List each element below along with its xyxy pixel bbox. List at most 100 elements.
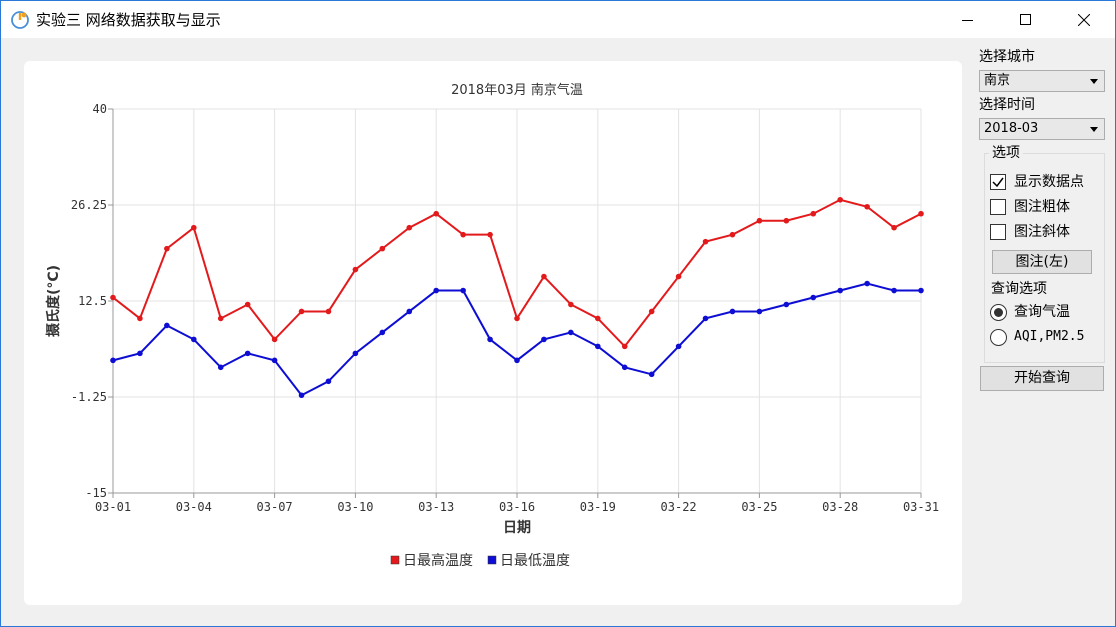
time-label: 选择时间 <box>979 97 1035 113</box>
data-point <box>837 196 843 203</box>
x-tick-label: 03-10 <box>337 500 373 514</box>
city-label: 选择城市 <box>979 49 1035 65</box>
legend-bold-label: 图注粗体 <box>1014 199 1070 215</box>
data-point <box>810 210 817 217</box>
x-tick-label: 03-22 <box>661 500 697 514</box>
show-points-label: 显示数据点 <box>1014 174 1084 190</box>
data-point <box>298 392 305 399</box>
data-point <box>191 224 197 231</box>
chevron-down-icon <box>1090 79 1098 84</box>
data-point <box>379 245 386 252</box>
data-point <box>541 273 547 280</box>
data-point <box>352 266 359 273</box>
window-title: 实验三 网络数据获取与显示 <box>36 11 221 29</box>
close-button[interactable] <box>1061 1 1107 38</box>
app-icon <box>11 11 29 29</box>
data-point <box>460 231 466 238</box>
y-tick-label: 26.25 <box>71 198 107 212</box>
legend-label-2: 日最低温度 <box>500 553 570 569</box>
x-tick-label: 03-01 <box>95 500 131 514</box>
data-point <box>379 329 386 336</box>
time-select-value: 2018-03 <box>984 121 1039 136</box>
data-point <box>487 231 493 238</box>
x-tick-label: 03-04 <box>176 500 212 514</box>
data-point <box>514 315 520 322</box>
data-point <box>783 301 790 308</box>
data-point <box>460 287 466 294</box>
x-tick-label: 03-31 <box>903 500 939 514</box>
data-point <box>648 371 655 378</box>
x-tick-label: 03-25 <box>741 500 777 514</box>
minimize-button[interactable] <box>945 1 991 38</box>
x-axis-label: 日期 <box>503 520 531 536</box>
data-point <box>568 301 574 308</box>
data-point <box>541 336 547 343</box>
options-group-title: 选项 <box>989 145 1023 161</box>
data-point <box>568 329 574 336</box>
chevron-down-icon <box>1090 127 1098 132</box>
y-tick-label: 12.5 <box>78 294 107 308</box>
data-point <box>595 343 601 350</box>
options-groupbox <box>984 153 1105 363</box>
title-bar[interactable]: 实验三 网络数据获取与显示 <box>1 1 1115 38</box>
data-point <box>756 308 763 315</box>
x-tick-label: 03-16 <box>499 500 535 514</box>
chart-title: 2018年03月 南京气温 <box>451 82 583 98</box>
radio-selected-dot <box>994 308 1003 317</box>
data-point <box>352 350 359 357</box>
legend-position-button[interactable]: 图注(左) <box>992 250 1092 274</box>
legend-marker-1 <box>390 555 400 565</box>
y-tick-label: -15 <box>85 486 107 500</box>
data-point <box>595 315 601 322</box>
data-point <box>702 315 709 322</box>
data-point <box>864 203 870 210</box>
y-axis-label: 摄氏度(°C) <box>45 265 62 337</box>
maximize-button[interactable] <box>1003 1 1049 38</box>
x-tick-label: 03-13 <box>418 500 454 514</box>
data-point <box>244 350 251 357</box>
data-point <box>433 287 440 294</box>
start-query-button[interactable]: 开始查询 <box>980 366 1104 391</box>
data-point <box>217 315 224 322</box>
maximize-icon <box>1020 13 1031 25</box>
query-aqi-label: AQI,PM2.5 <box>1014 329 1085 344</box>
data-point <box>810 294 817 301</box>
data-point <box>918 210 924 217</box>
data-point <box>514 357 520 364</box>
legend-italic-checkbox[interactable] <box>990 224 1006 240</box>
query-temp-label: 查询气温 <box>1014 304 1070 320</box>
data-point <box>164 322 170 329</box>
data-point <box>110 294 116 301</box>
x-tick-label: 03-19 <box>580 500 616 514</box>
data-point <box>110 357 116 364</box>
data-point <box>137 315 143 322</box>
legend-italic-label: 图注斜体 <box>1014 224 1070 240</box>
checkmark-icon <box>992 177 1004 188</box>
data-point <box>837 287 843 294</box>
query-temp-radio[interactable] <box>990 304 1007 321</box>
show-points-checkbox[interactable] <box>990 174 1006 190</box>
data-point <box>406 308 413 315</box>
city-select-value: 南京 <box>984 73 1011 88</box>
data-point <box>325 308 332 315</box>
data-point <box>325 378 332 385</box>
city-select[interactable]: 南京 <box>979 70 1105 92</box>
data-point <box>675 273 682 280</box>
data-point <box>891 287 897 294</box>
legend-bold-checkbox[interactable] <box>990 199 1006 215</box>
query-aqi-radio[interactable] <box>990 329 1007 346</box>
data-point <box>271 357 278 364</box>
x-tick-label: 03-28 <box>822 500 858 514</box>
chart-panel: 40 26.25 12.5 -1.25 -15 03-01 03-04 03-07 03-10 0… <box>24 61 962 605</box>
data-point <box>648 308 655 315</box>
data-point <box>621 343 628 350</box>
data-point <box>298 308 305 315</box>
data-point <box>137 350 143 357</box>
data-point <box>783 217 790 224</box>
data-point <box>729 308 736 315</box>
data-point <box>702 238 709 245</box>
x-tick-label: 03-07 <box>257 500 293 514</box>
time-select[interactable]: 2018-03 <box>979 118 1105 140</box>
data-point <box>244 301 251 308</box>
